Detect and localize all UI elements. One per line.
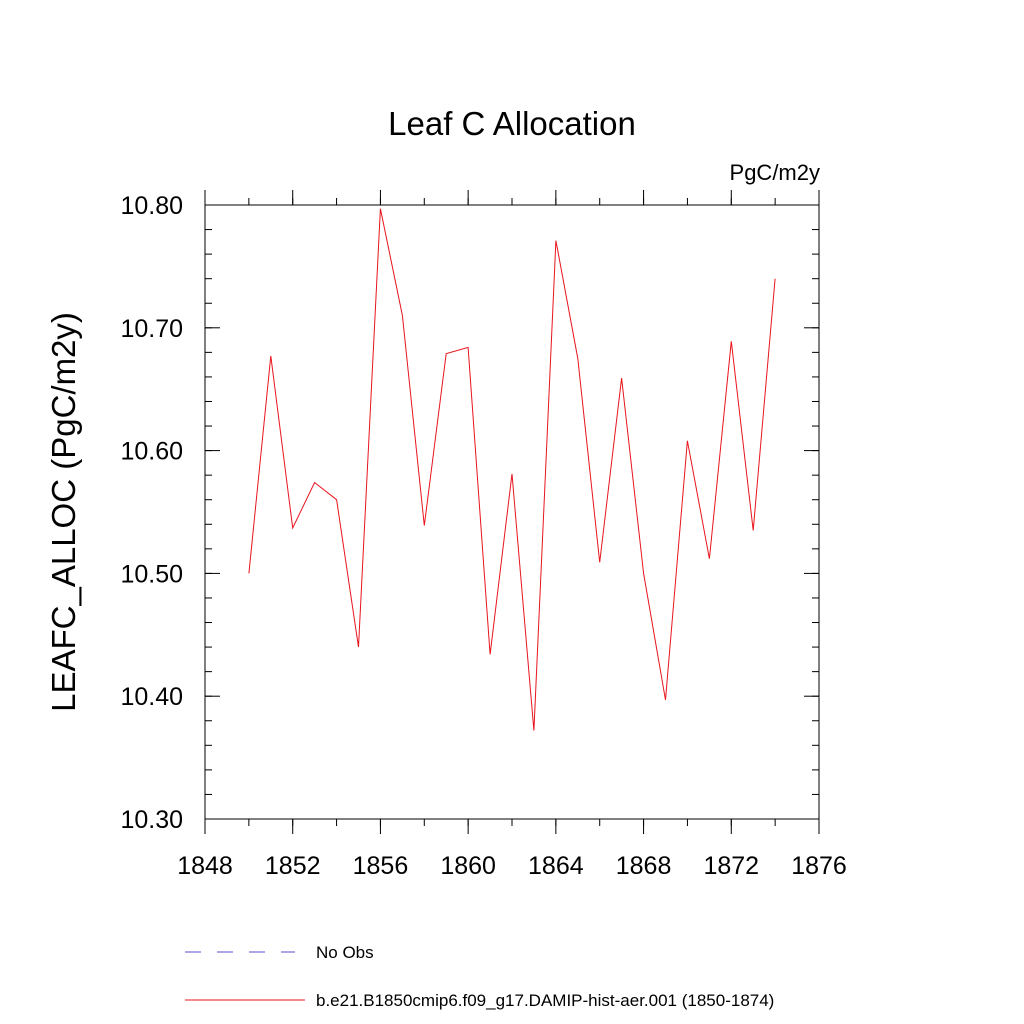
y-tick-label: 10.80: [120, 192, 183, 220]
x-tick-label: 1868: [616, 852, 672, 880]
units-label: PgC/m2y: [730, 160, 820, 185]
x-tick-label: 1856: [353, 852, 409, 880]
y-tick-label: 10.40: [120, 683, 183, 711]
legend: No Obs b.e21.B1850cmip6.f09_g17.DAMIP-hi…: [185, 943, 774, 1010]
series-line: [248, 208, 776, 731]
axis-ticks: [204, 190, 820, 834]
x-tick-label: 1852: [265, 852, 321, 880]
axis-tick-labels: 1848 1852 1856 1860 1864 1868 1872 1876 10.30 10.…: [120, 192, 846, 880]
legend-label-series: b.e21.B1850cmip6.f09_g17.DAMIP-hist-aer.…: [316, 991, 774, 1010]
y-tick-label: 10.30: [120, 806, 183, 834]
plot-frame: [204, 204, 820, 820]
legend-label-no-obs: No Obs: [316, 943, 374, 962]
y-tick-label: 10.70: [120, 315, 183, 343]
chart-title: Leaf C Allocation: [388, 105, 636, 142]
x-tick-label: 1872: [703, 852, 759, 880]
y-tick-label: 10.60: [120, 438, 183, 466]
y-tick-label: 10.50: [120, 560, 183, 588]
x-tick-label: 1876: [791, 852, 847, 880]
x-tick-label: 1848: [177, 852, 233, 880]
x-tick-label: 1864: [528, 852, 584, 880]
y-axis-label: LEAFC_ALLOC (PgC/m2y): [45, 312, 82, 712]
series-layer: [248, 208, 776, 731]
x-tick-label: 1860: [440, 852, 496, 880]
